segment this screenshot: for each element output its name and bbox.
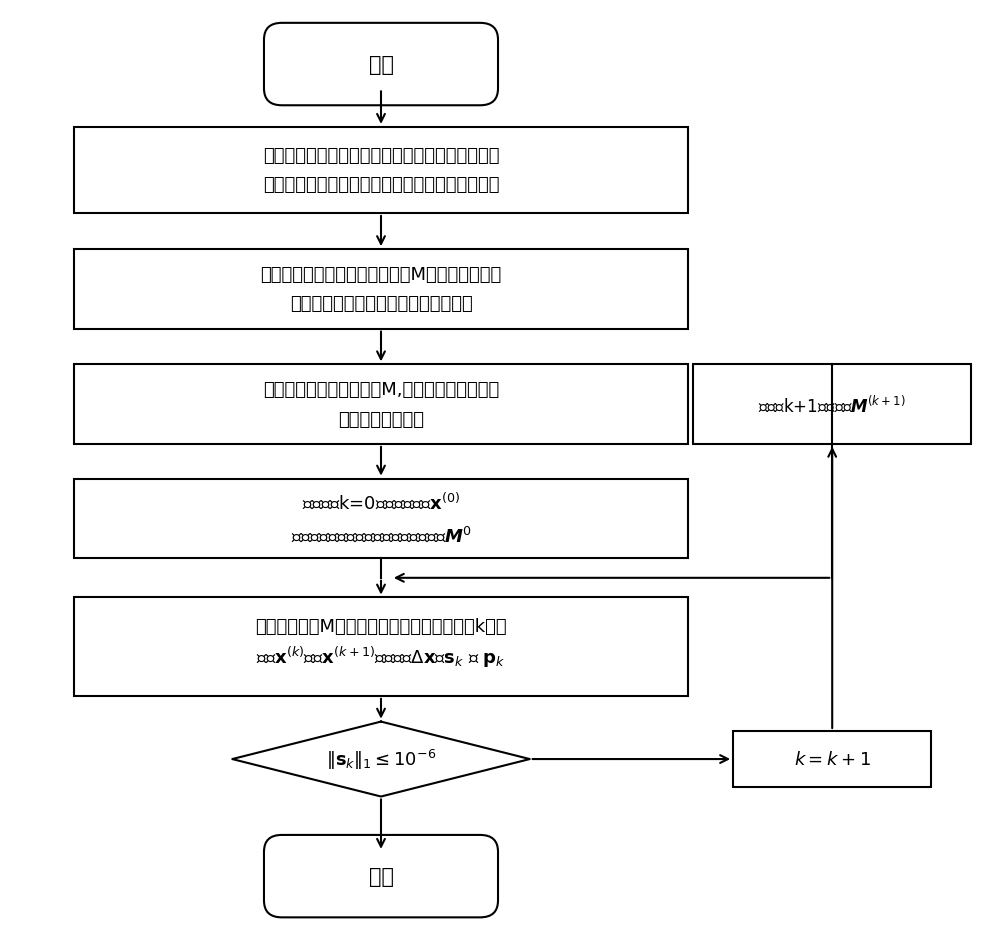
Text: 根据电力系统的结构和参数，建立电力系统的线性
功率平衡方程，并从中获得母线节点电压的初始解: 根据电力系统的结构和参数，建立电力系统的线性 功率平衡方程，并从中获得母线节点电… [263, 147, 499, 194]
Text: 结束: 结束 [369, 867, 394, 886]
Text: 代的$\mathbf{x}^{(k)}$，得$\mathbf{x}^{(k+1)}$，并计算$\Delta\mathbf{x}$、$\mathbf{s}_k$ : 代的$\mathbf{x}^{(k)}$，得$\mathbf{x}^{(k+1)… [256, 644, 506, 669]
Bar [74, 127, 688, 213]
Text: 迭代次数k=0，根据初始解$\mathbf{x}^{(0)}$: 迭代次数k=0，根据初始解$\mathbf{x}^{(0)}$ [302, 492, 460, 513]
FancyBboxPatch shape [264, 24, 498, 106]
Text: 和松弛因子的最优值计算初始系数矩阵$\boldsymbol{M}^0$: 和松弛因子的最优值计算初始系数矩阵$\boldsymbol{M}^0$ [291, 526, 471, 546]
Bar [74, 365, 688, 445]
Bar [74, 479, 688, 559]
Text: $k = k+1$: $k = k+1$ [794, 750, 871, 768]
Text: $\|\mathbf{s}_k\|_1 \leq 10^{-6}$: $\|\mathbf{s}_k\|_1 \leq 10^{-6}$ [326, 748, 436, 771]
FancyBboxPatch shape [264, 835, 498, 918]
Bar [693, 365, 971, 445]
Text: 使用系数矩阵M代替雅可比矩阵的逆，利用第k次迭: 使用系数矩阵M代替雅可比矩阵的逆，利用第k次迭 [255, 617, 507, 635]
Bar [733, 732, 931, 787]
Text: 将松弛因子引入系数矩阵M,并利用遗传算法寻找
松弛因子的最优值: 将松弛因子引入系数矩阵M,并利用遗传算法寻找 松弛因子的最优值 [263, 381, 499, 429]
Text: 计算第k+1次迭代的$\boldsymbol{M}^{(k+1)}$: 计算第k+1次迭代的$\boldsymbol{M}^{(k+1)}$ [758, 395, 906, 414]
Text: 开始: 开始 [369, 55, 394, 75]
Text: 确定拟牛顿潮流计算的系数矩阵M，使用代替雅可
比矩阵的逆进行电力系统潮流迭代计算: 确定拟牛顿潮流计算的系数矩阵M，使用代替雅可 比矩阵的逆进行电力系统潮流迭代计算 [260, 266, 502, 313]
Polygon shape [232, 722, 530, 797]
Bar [74, 250, 688, 329]
Bar [74, 598, 688, 696]
